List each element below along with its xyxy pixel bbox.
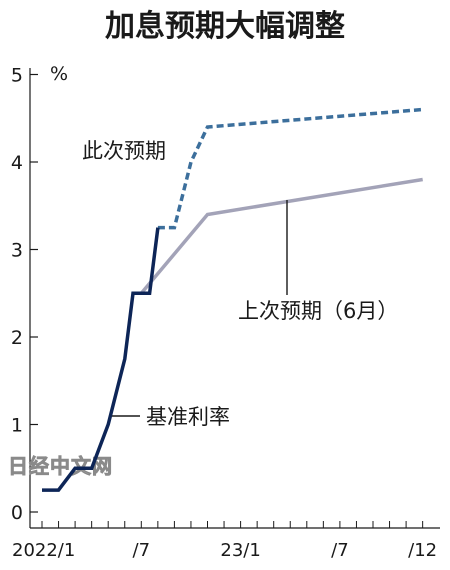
y-tick-label: 3 — [11, 240, 23, 262]
x-tick-label: /7 — [331, 540, 349, 561]
series-lines — [42, 107, 423, 492]
y-tick-label: 2 — [11, 327, 23, 349]
x-tick-label: /12 — [408, 540, 437, 561]
x-tick-label: 2022/1 — [12, 540, 75, 561]
series-line-2 — [139, 177, 423, 295]
x-tick-label: /7 — [133, 540, 151, 561]
annotation-this-time: 此次预期 — [82, 139, 166, 163]
y-axis: % — [29, 63, 68, 528]
y-tick-label: 4 — [11, 152, 23, 174]
series-line-0 — [42, 227, 160, 492]
x-tick-label: 23/1 — [220, 540, 260, 561]
annotation-policy-rate: 基准利率 — [146, 405, 230, 429]
series-line-1 — [157, 107, 423, 230]
y-unit-label: % — [50, 63, 68, 85]
y-ticks: 0 1 2 3 4 5 — [11, 65, 38, 524]
y-tick-label: 1 — [11, 415, 23, 437]
chart-title: 加息预期大幅调整 — [105, 9, 345, 44]
x-ticks: 2022/1/7 23/1/7/12 — [12, 521, 437, 561]
y-tick-label: 0 — [11, 502, 23, 524]
annotation-last-time: 上次预期（6月） — [238, 299, 398, 323]
y-tick-label: 5 — [11, 65, 23, 87]
